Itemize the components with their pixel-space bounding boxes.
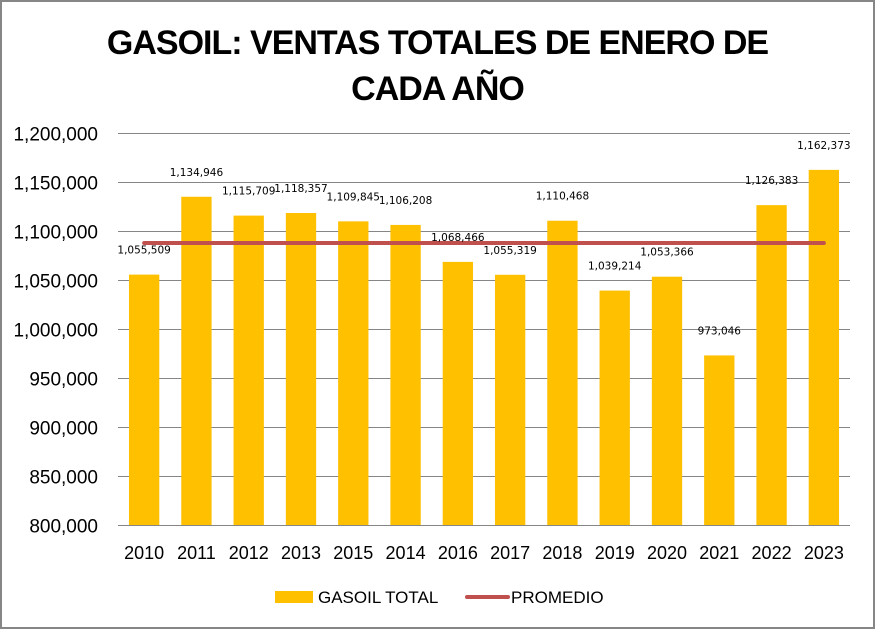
- bar-2018: [547, 220, 578, 525]
- x-tick-label: 2013: [281, 543, 321, 563]
- x-tick-label: 2011: [177, 543, 216, 563]
- y-tick-label: 1,050,000: [13, 272, 98, 293]
- bar-2013: [285, 213, 317, 526]
- y-tick-label: 900,000: [29, 419, 98, 440]
- data-label-2020: 1,053,366: [640, 247, 694, 259]
- bar-2017: [494, 274, 526, 525]
- y-tick-label: 1,000,000: [13, 321, 98, 342]
- data-label-2017: 1,055,319: [483, 245, 536, 257]
- data-label-2018: 1,110,468: [536, 191, 589, 203]
- data-label-2019: 1,039,214: [588, 261, 642, 273]
- chart-title-line-2: CADA AÑO: [351, 70, 525, 108]
- y-tick-label: 1,200,000: [13, 125, 98, 146]
- data-label-2014: 1,106,208: [379, 195, 432, 207]
- x-tick-label: 2017: [490, 543, 530, 563]
- x-tick-label: 2020: [647, 543, 687, 563]
- x-tick-label: 2014: [386, 543, 426, 563]
- data-label-2011: 1,134,946: [170, 167, 224, 179]
- x-tick-label: 2016: [438, 543, 478, 563]
- data-label-2016: 1,068,466: [431, 232, 485, 244]
- bar-2014: [390, 224, 421, 526]
- y-tick-label: 1,150,000: [13, 174, 98, 195]
- data-label-2010: 1,055,509: [117, 245, 170, 257]
- x-tick-label: 2012: [229, 543, 269, 563]
- data-label-2021: 973,046: [698, 325, 742, 337]
- legend: GASOIL TOTAL PROMEDIO: [275, 588, 604, 607]
- legend-label-promedio: PROMEDIO: [511, 588, 604, 607]
- data-labels: 1,055,5091,134,9461,115,7091,118,3571,10…: [117, 140, 850, 338]
- y-tick-label: 800,000: [29, 517, 98, 538]
- x-tick-label: 2018: [542, 543, 582, 563]
- bar-2019: [599, 290, 630, 525]
- y-tick-label: 1,100,000: [13, 223, 98, 244]
- bar-2015: [338, 221, 369, 525]
- data-label-2012: 1,115,709: [222, 186, 275, 198]
- data-label-2013: 1,118,357: [274, 183, 327, 195]
- bar-2011: [181, 196, 212, 525]
- chart-title-line-1: GASOIL: VENTAS TOTALES DE ENERO DE: [106, 24, 769, 62]
- bar-2020: [651, 276, 683, 525]
- bar-2022: [756, 205, 787, 525]
- legend-label-gasoil-total: GASOIL TOTAL: [318, 588, 438, 607]
- y-tick-label: 950,000: [29, 370, 98, 391]
- bar-2012: [233, 215, 264, 526]
- x-tick-label: 2019: [595, 543, 635, 563]
- x-tick-label: 2023: [804, 543, 844, 563]
- data-label-2015: 1,109,845: [327, 191, 380, 203]
- x-tick-label: 2022: [752, 543, 792, 563]
- y-axis-ticks: 800,000 850,000 900,000 950,000 1,000,000 1,0…: [13, 125, 98, 538]
- data-label-2022: 1,126,383: [745, 175, 798, 187]
- x-axis-ticks: 2010 2011 2012 2013 2015 2014 2016 2017 2018 2019…: [124, 543, 844, 563]
- bar-2016: [442, 261, 474, 525]
- legend-swatch-gasoil-total: [275, 591, 313, 603]
- chart-title: GASOIL: VENTAS TOTALES DE ENERO DE CADA …: [0, 20, 875, 112]
- y-tick-label: 850,000: [29, 468, 98, 489]
- bar-2023: [808, 169, 840, 526]
- bars: [128, 169, 840, 526]
- x-tick-label: 2015: [333, 543, 373, 563]
- data-label-2023: 1,162,373: [797, 140, 850, 152]
- x-tick-label: 2021: [699, 543, 739, 563]
- bar-2021: [704, 355, 735, 525]
- bar-2010: [128, 274, 160, 525]
- x-tick-label: 2010: [124, 543, 164, 563]
